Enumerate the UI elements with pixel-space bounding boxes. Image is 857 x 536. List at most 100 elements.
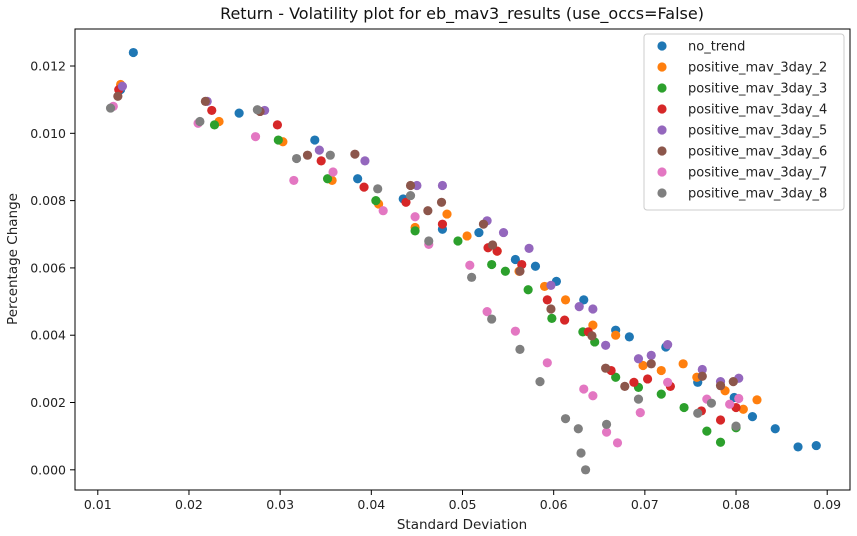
data-point-positive_mav_3day_5-0: [117, 81, 128, 91]
data-point-no_trend-18: [770, 424, 780, 434]
data-point-positive_mav_3day_5-15: [646, 350, 656, 361]
legend: no_trend positive_mav_3day_2 positive_mav_…: [643, 33, 845, 211]
y-tick-label: 0.008: [30, 193, 66, 208]
data-point-positive_mav_3day_4-5: [401, 197, 411, 207]
legend-label-positive_mav_3day_2: positive_mav_3day_2: [688, 61, 827, 76]
data-point-positive_mav_3day_7-16: [635, 408, 645, 418]
legend-label-no_trend: no_trend: [688, 40, 745, 55]
x-tick-label: 0.01: [84, 497, 112, 512]
y-axis: 0.000 0.002 0.004 0.006 0.008 0.010 0.012: [30, 59, 75, 477]
data-point-positive_mav_3day_5-4: [360, 156, 370, 166]
data-point-positive_mav_3day_3-14: [656, 389, 666, 399]
data-point-positive_mav_3day_8-4: [325, 150, 335, 160]
data-point-positive_mav_3day_8-10: [515, 344, 525, 354]
data-point-positive_mav_3day_3-3: [371, 196, 381, 206]
data-point-positive_mav_3day_3-9: [547, 313, 557, 323]
data-point-positive_mav_3day_6-11: [546, 304, 556, 314]
y-axis-title: Percentage Change: [5, 193, 21, 325]
data-point-positive_mav_3day_3-6: [487, 259, 497, 270]
data-point-no_trend-13: [624, 332, 634, 342]
data-point-positive_mav_3day_2-14: [638, 360, 648, 371]
data-point-positive_mav_3day_7-5: [378, 206, 388, 216]
data-point-positive_mav_3day_7-2: [250, 132, 261, 142]
data-point-positive_mav_3day_6-5: [405, 180, 416, 191]
data-point-positive_mav_3day_8-15: [580, 465, 591, 475]
data-point-positive_mav_3day_3-2: [322, 174, 333, 184]
y-tick-label: 0.010: [30, 126, 66, 141]
data-point-positive_mav_3day_7-6: [410, 212, 420, 222]
data-point-no_trend-2: [234, 108, 244, 118]
data-point-positive_mav_3day_8-9: [487, 314, 497, 324]
data-point-positive_mav_3day_4-14: [629, 377, 639, 387]
data-point-positive_mav_3day_6-18: [728, 377, 738, 387]
data-point-positive_mav_3day_2-12: [588, 320, 598, 330]
data-point-positive_mav_3day_3-8: [523, 285, 533, 295]
data-points: [105, 47, 821, 475]
data-point-positive_mav_3day_2-11: [560, 295, 571, 305]
data-point-positive_mav_3day_3-16: [702, 426, 712, 436]
legend-marker-no_trend: [657, 41, 667, 51]
data-point-positive_mav_3day_6-7: [436, 197, 447, 207]
data-point-positive_mav_3day_6-8: [478, 219, 489, 229]
data-point-positive_mav_3day_2-15: [656, 365, 666, 376]
x-tick-label: 0.08: [722, 497, 750, 512]
data-point-positive_mav_3day_4-3: [316, 156, 326, 166]
data-point-positive_mav_3day_7-20: [734, 393, 744, 404]
data-point-positive_mav_3day_7-17: [663, 377, 673, 387]
data-point-positive_mav_3day_8-17: [633, 394, 644, 404]
data-point-positive_mav_3day_8-6: [405, 190, 416, 201]
data-point-positive_mav_3day_8-1: [195, 116, 205, 127]
data-point-positive_mav_3day_6-12: [587, 331, 597, 341]
data-point-positive_mav_3day_8-7: [424, 236, 434, 246]
data-point-positive_mav_3day_3-12: [611, 372, 621, 382]
legend-box: [643, 33, 845, 211]
data-point-positive_mav_3day_5-3: [314, 145, 324, 155]
data-point-positive_mav_3day_3-7: [500, 266, 510, 276]
data-point-positive_mav_3day_3-15: [679, 402, 689, 413]
data-point-no_trend-7: [474, 227, 484, 238]
data-point-positive_mav_3day_2-7: [462, 231, 472, 241]
data-point-positive_mav_3day_6-15: [646, 359, 656, 369]
data-point-no_trend-17: [747, 412, 758, 422]
data-point-positive_mav_3day_5-12: [588, 304, 598, 314]
legend-marker-positive_mav_3day_2: [657, 62, 667, 72]
data-point-positive_mav_3day_8-0: [105, 103, 116, 113]
data-point-positive_mav_3day_8-8: [467, 272, 477, 282]
data-point-positive_mav_3day_6-6: [423, 206, 433, 216]
data-point-positive_mav_3day_4-10: [542, 295, 552, 305]
data-point-positive_mav_3day_8-11: [535, 377, 545, 387]
data-point-positive_mav_3day_7-13: [588, 391, 598, 401]
x-tick-label: 0.06: [540, 497, 568, 512]
legend-marker-positive_mav_3day_7: [657, 167, 667, 177]
data-point-positive_mav_3day_4-4: [359, 182, 369, 192]
data-point-positive_mav_3day_8-14: [576, 448, 586, 458]
x-tick-label: 0.04: [357, 497, 385, 512]
data-point-positive_mav_3day_6-9: [487, 240, 498, 250]
data-point-no_trend-0: [128, 47, 138, 58]
data-point-positive_mav_3day_4-18: [715, 415, 726, 425]
data-point-positive_mav_3day_8-18: [693, 408, 703, 418]
data-point-positive_mav_3day_7-14: [601, 427, 612, 437]
y-tick-label: 0.006: [30, 260, 66, 275]
data-point-positive_mav_3day_6-1: [200, 96, 210, 106]
data-point-positive_mav_3day_7-4: [328, 167, 338, 177]
data-point-positive_mav_3day_5-8: [498, 227, 509, 238]
legend-marker-positive_mav_3day_6: [657, 146, 667, 156]
data-point-no_trend-8: [510, 254, 520, 265]
data-point-positive_mav_3day_4-1: [207, 105, 217, 116]
legend-label-positive_mav_3day_3: positive_mav_3day_3: [688, 82, 827, 97]
data-point-no_trend-9: [530, 261, 541, 271]
legend-marker-positive_mav_3day_5: [657, 125, 667, 135]
data-point-positive_mav_3day_3-5: [453, 236, 463, 246]
data-point-positive_mav_3day_3-1: [273, 135, 283, 145]
data-point-no_trend-3: [310, 135, 320, 145]
data-point-positive_mav_3day_7-11: [542, 358, 552, 368]
data-point-positive_mav_3day_7-10: [510, 326, 520, 336]
y-tick-label: 0.012: [30, 59, 66, 74]
data-point-positive_mav_3day_2-19: [738, 404, 748, 414]
x-tick-label: 0.05: [449, 497, 477, 512]
data-point-positive_mav_3day_8-20: [731, 421, 741, 431]
legend-marker-positive_mav_3day_8: [657, 188, 667, 198]
data-point-positive_mav_3day_5-14: [633, 354, 644, 364]
chart-title: Return - Volatility plot for eb_mav3_res…: [220, 4, 704, 24]
